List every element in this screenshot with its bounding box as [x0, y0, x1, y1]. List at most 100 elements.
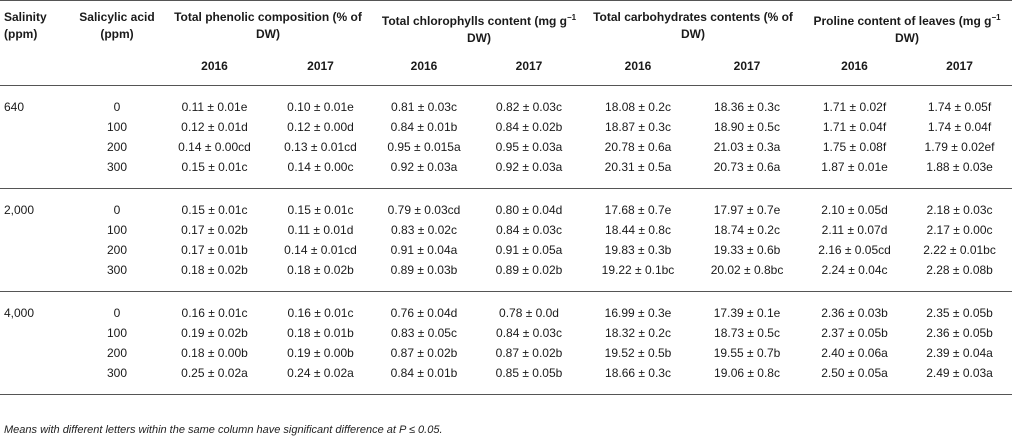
value-cell: 1.71 ± 0.04f	[802, 117, 907, 137]
value-cell: 0.84 ± 0.03c	[474, 323, 584, 343]
value-cell: 19.55 ± 0.7b	[692, 343, 802, 363]
value-cell: 0.95 ± 0.03a	[474, 137, 584, 157]
value-cell: 0.16 ± 0.01c	[267, 291, 374, 323]
value-cell: 18.32 ± 0.2c	[584, 323, 692, 343]
value-cell: 19.33 ± 0.6b	[692, 240, 802, 260]
value-cell: 2.28 ± 0.08b	[907, 260, 1012, 292]
value-cell: 1.79 ± 0.02ef	[907, 137, 1012, 157]
salinity-group: 4,000 0 0.16 ± 0.01c 0.16 ± 0.01c 0.76 ± 0.0…	[0, 291, 1012, 394]
salicylic-header: Salicylic acid (ppm)	[72, 1, 162, 86]
phenolic-header: Total phenolic composition (% of DW)	[162, 1, 374, 49]
value-cell: 0.92 ± 0.03a	[374, 157, 474, 189]
salinity-cell	[0, 323, 72, 343]
salinity-cell	[0, 343, 72, 363]
value-cell: 2.40 ± 0.06a	[802, 343, 907, 363]
value-cell: 19.06 ± 0.8c	[692, 363, 802, 395]
value-cell: 2.49 ± 0.03a	[907, 363, 1012, 395]
value-cell: 2.36 ± 0.05b	[907, 323, 1012, 343]
salinity-cell	[0, 157, 72, 189]
value-cell: 1.71 ± 0.02f	[802, 85, 907, 117]
value-cell: 0.81 ± 0.03c	[374, 85, 474, 117]
value-cell: 2.36 ± 0.03b	[802, 291, 907, 323]
salinity-cell	[0, 117, 72, 137]
value-cell: 0.11 ± 0.01e	[162, 85, 267, 117]
value-cell: 0.80 ± 0.04d	[474, 188, 584, 220]
value-cell: 0.25 ± 0.02a	[162, 363, 267, 395]
value-cell: 2.10 ± 0.05d	[802, 188, 907, 220]
year-header: 2016	[374, 49, 474, 86]
year-header: 2017	[692, 49, 802, 86]
value-cell: 0.18 ± 0.00b	[162, 343, 267, 363]
value-cell: 18.44 ± 0.8c	[584, 220, 692, 240]
value-cell: 0.84 ± 0.01b	[374, 117, 474, 137]
value-cell: 0.17 ± 0.02b	[162, 220, 267, 240]
value-cell: 0.87 ± 0.02b	[474, 343, 584, 363]
salicylic-cell: 200	[72, 137, 162, 157]
value-cell: 0.24 ± 0.02a	[267, 363, 374, 395]
value-cell: 2.16 ± 0.05cd	[802, 240, 907, 260]
value-cell: 16.99 ± 0.3e	[584, 291, 692, 323]
value-cell: 17.68 ± 0.7e	[584, 188, 692, 220]
value-cell: 1.74 ± 0.04f	[907, 117, 1012, 137]
table-row: 100 0.19 ± 0.02b 0.18 ± 0.01b 0.83 ± 0.05c 0…	[0, 323, 1012, 343]
value-cell: 0.19 ± 0.02b	[162, 323, 267, 343]
value-cell: 0.10 ± 0.01e	[267, 85, 374, 117]
value-cell: 2.37 ± 0.05b	[802, 323, 907, 343]
salinity-header: Salinity (ppm)	[0, 1, 72, 86]
value-cell: 2.22 ± 0.01bc	[907, 240, 1012, 260]
year-header: 2017	[907, 49, 1012, 86]
salinity-cell	[0, 363, 72, 395]
value-cell: 1.88 ± 0.03e	[907, 157, 1012, 189]
table-row: 200 0.14 ± 0.00cd 0.13 ± 0.01cd 0.95 ± 0.01…	[0, 137, 1012, 157]
value-cell: 0.18 ± 0.02b	[267, 260, 374, 292]
value-cell: 2.50 ± 0.05a	[802, 363, 907, 395]
table-header: Salinity (ppm) Salicylic acid (ppm) Tota…	[0, 1, 1012, 86]
year-header: 2016	[162, 49, 267, 86]
table-row: 4,000 0 0.16 ± 0.01c 0.16 ± 0.01c 0.76 ± 0.0…	[0, 291, 1012, 323]
year-header: 2016	[584, 49, 692, 86]
salinity-cell	[0, 240, 72, 260]
value-cell: 0.83 ± 0.05c	[374, 323, 474, 343]
value-cell: 1.74 ± 0.05f	[907, 85, 1012, 117]
salinity-cell: 640	[0, 85, 72, 117]
value-cell: 0.82 ± 0.03c	[474, 85, 584, 117]
salicylic-cell: 200	[72, 240, 162, 260]
proline-header: Proline content of leaves (mg g−1 DW)	[802, 1, 1012, 49]
value-cell: 0.11 ± 0.01d	[267, 220, 374, 240]
value-cell: 0.89 ± 0.02b	[474, 260, 584, 292]
table-row: 300 0.18 ± 0.02b 0.18 ± 0.02b 0.89 ± 0.03b 0…	[0, 260, 1012, 292]
salicylic-cell: 0	[72, 188, 162, 220]
value-cell: 21.03 ± 0.3a	[692, 137, 802, 157]
year-header: 2017	[267, 49, 374, 86]
value-cell: 19.52 ± 0.5b	[584, 343, 692, 363]
table-row: 100 0.17 ± 0.02b 0.11 ± 0.01d 0.83 ± 0.02c 0…	[0, 220, 1012, 240]
value-cell: 2.17 ± 0.00c	[907, 220, 1012, 240]
value-cell: 18.66 ± 0.3c	[584, 363, 692, 395]
salicylic-cell: 300	[72, 260, 162, 292]
salinity-cell	[0, 137, 72, 157]
value-cell: 0.91 ± 0.04a	[374, 240, 474, 260]
value-cell: 17.39 ± 0.1e	[692, 291, 802, 323]
value-cell: 0.91 ± 0.05a	[474, 240, 584, 260]
value-cell: 18.87 ± 0.3c	[584, 117, 692, 137]
value-cell: 0.16 ± 0.01c	[162, 291, 267, 323]
value-cell: 0.18 ± 0.01b	[267, 323, 374, 343]
value-cell: 20.02 ± 0.8bc	[692, 260, 802, 292]
value-cell: 0.78 ± 0.0d	[474, 291, 584, 323]
value-cell: 0.14 ± 0.00c	[267, 157, 374, 189]
value-cell: 0.13 ± 0.01cd	[267, 137, 374, 157]
year-header: 2016	[802, 49, 907, 86]
value-cell: 2.24 ± 0.04c	[802, 260, 907, 292]
salinity-cell	[0, 220, 72, 240]
table-row: 640 0 0.11 ± 0.01e 0.10 ± 0.01e 0.81 ± 0.03c…	[0, 85, 1012, 117]
value-cell: 20.31 ± 0.5a	[584, 157, 692, 189]
value-cell: 0.83 ± 0.02c	[374, 220, 474, 240]
value-cell: 18.74 ± 0.2c	[692, 220, 802, 240]
value-cell: 0.15 ± 0.01c	[267, 188, 374, 220]
value-cell: 0.19 ± 0.00b	[267, 343, 374, 363]
value-cell: 18.08 ± 0.2c	[584, 85, 692, 117]
value-cell: 19.83 ± 0.3b	[584, 240, 692, 260]
value-cell: 0.18 ± 0.02b	[162, 260, 267, 292]
value-cell: 0.84 ± 0.01b	[374, 363, 474, 395]
value-cell: 2.11 ± 0.07d	[802, 220, 907, 240]
